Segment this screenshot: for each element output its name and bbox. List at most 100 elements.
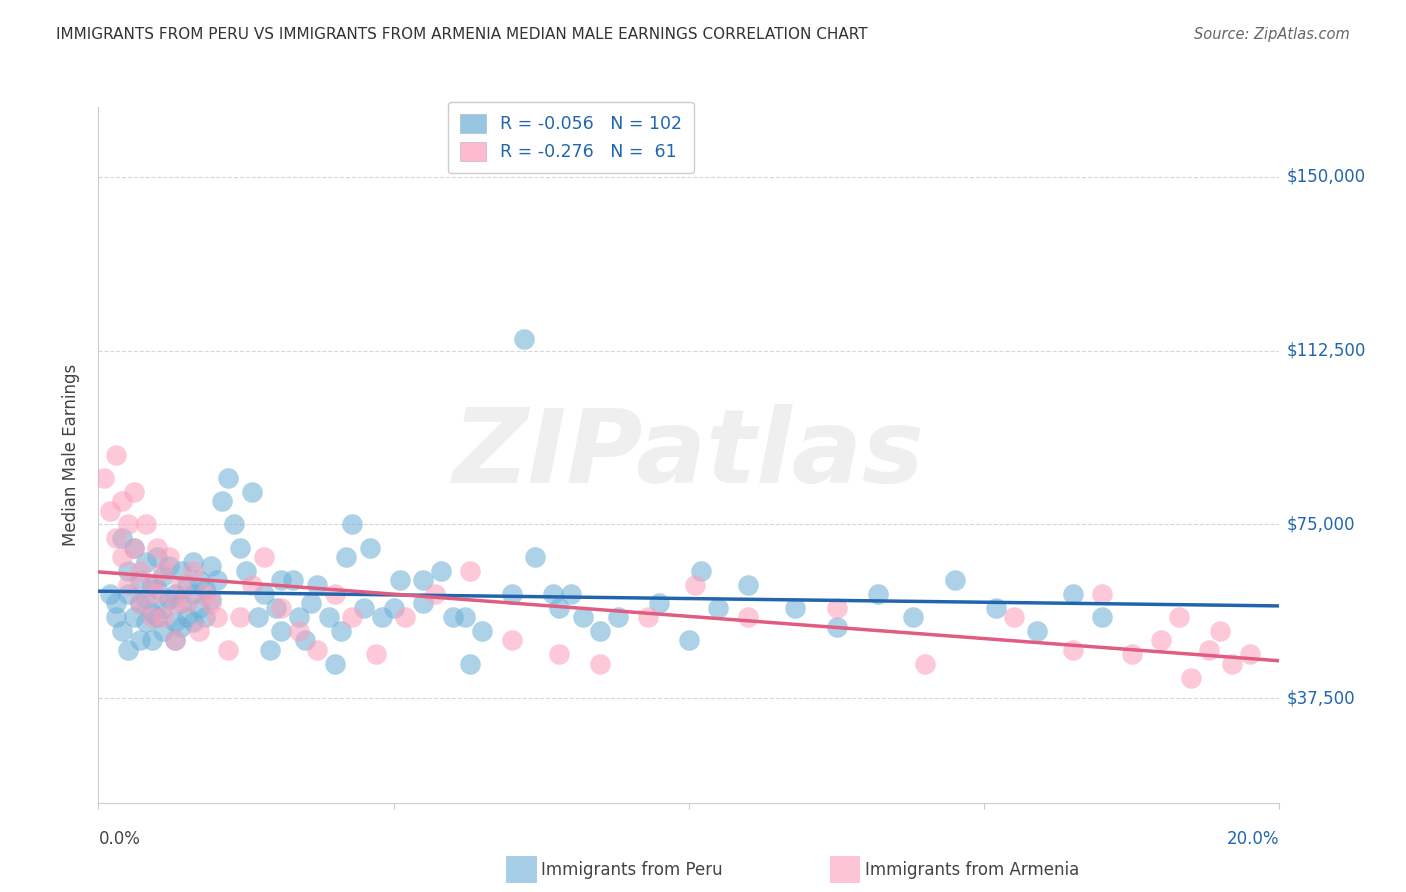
Point bbox=[176, 578, 198, 592]
Text: 0.0%: 0.0% bbox=[98, 830, 141, 847]
Point bbox=[187, 624, 209, 639]
Point bbox=[560, 587, 582, 601]
Point bbox=[323, 587, 346, 601]
Point bbox=[342, 610, 364, 624]
Point bbox=[460, 657, 482, 671]
Point bbox=[181, 555, 204, 569]
Point bbox=[152, 601, 174, 615]
Point bbox=[471, 624, 494, 639]
Point bbox=[128, 564, 150, 578]
Point bbox=[217, 642, 239, 657]
Text: IMMIGRANTS FROM PERU VS IMMIGRANTS FROM ARMENIA MEDIAN MALE EARNINGS CORRELATION: IMMIGRANTS FROM PERU VS IMMIGRANTS FROM … bbox=[56, 27, 868, 42]
Point bbox=[335, 549, 357, 564]
Point bbox=[146, 549, 169, 564]
Point bbox=[394, 610, 416, 624]
Point bbox=[117, 578, 139, 592]
Point bbox=[152, 564, 174, 578]
Text: $112,500: $112,500 bbox=[1286, 342, 1365, 359]
Point bbox=[501, 587, 523, 601]
Point bbox=[135, 517, 157, 532]
Point bbox=[412, 596, 434, 610]
Point bbox=[460, 564, 482, 578]
Point bbox=[305, 642, 328, 657]
Point bbox=[98, 587, 121, 601]
Point bbox=[270, 573, 292, 587]
Point bbox=[200, 596, 222, 610]
Text: $75,000: $75,000 bbox=[1286, 516, 1355, 533]
Point bbox=[205, 573, 228, 587]
Point bbox=[423, 587, 446, 601]
Point bbox=[1168, 610, 1191, 624]
Point bbox=[240, 578, 263, 592]
Point bbox=[678, 633, 700, 648]
Point bbox=[165, 633, 187, 648]
Point bbox=[111, 532, 134, 546]
Point bbox=[146, 541, 169, 555]
Point bbox=[283, 573, 305, 587]
Point bbox=[170, 578, 193, 592]
Point bbox=[181, 615, 204, 629]
Point bbox=[187, 601, 209, 615]
Point bbox=[294, 633, 316, 648]
Point bbox=[512, 332, 534, 346]
Text: $37,500: $37,500 bbox=[1286, 690, 1355, 707]
Point bbox=[205, 610, 228, 624]
Point bbox=[111, 624, 134, 639]
Point bbox=[825, 601, 848, 615]
Point bbox=[1220, 657, 1243, 671]
Point bbox=[235, 564, 257, 578]
Text: ZIPatlas: ZIPatlas bbox=[453, 404, 925, 506]
Point bbox=[866, 587, 889, 601]
Point bbox=[229, 541, 252, 555]
Point bbox=[943, 573, 966, 587]
Point bbox=[128, 596, 150, 610]
Point bbox=[122, 541, 145, 555]
Point bbox=[135, 555, 157, 569]
Point bbox=[589, 657, 612, 671]
Point bbox=[170, 564, 193, 578]
Point bbox=[165, 633, 187, 648]
Point bbox=[501, 633, 523, 648]
Point bbox=[105, 532, 128, 546]
Point bbox=[589, 624, 612, 639]
Point bbox=[364, 648, 387, 662]
Point bbox=[187, 573, 209, 587]
Point bbox=[737, 610, 759, 624]
Point bbox=[157, 559, 180, 574]
Point bbox=[117, 517, 139, 532]
Point bbox=[1062, 642, 1084, 657]
Point bbox=[548, 648, 571, 662]
Point bbox=[359, 541, 381, 555]
Point bbox=[371, 610, 394, 624]
Point bbox=[117, 587, 139, 601]
Point bbox=[165, 596, 187, 610]
Point bbox=[224, 517, 246, 532]
Point bbox=[181, 587, 204, 601]
Point bbox=[128, 573, 150, 587]
Point bbox=[412, 573, 434, 587]
Point bbox=[152, 610, 174, 624]
Point bbox=[98, 503, 121, 517]
Point bbox=[141, 578, 163, 592]
Point bbox=[105, 596, 128, 610]
Text: Immigrants from Peru: Immigrants from Peru bbox=[541, 861, 723, 879]
Point bbox=[122, 541, 145, 555]
Legend: R = -0.056   N = 102, R = -0.276   N =  61: R = -0.056 N = 102, R = -0.276 N = 61 bbox=[447, 102, 695, 173]
Point bbox=[1198, 642, 1220, 657]
Y-axis label: Median Male Earnings: Median Male Earnings bbox=[62, 364, 80, 546]
Point bbox=[141, 633, 163, 648]
Point bbox=[1239, 648, 1261, 662]
Point bbox=[270, 624, 292, 639]
Point bbox=[430, 564, 453, 578]
Point bbox=[288, 610, 311, 624]
Point bbox=[388, 573, 411, 587]
Point bbox=[323, 657, 346, 671]
Point bbox=[152, 624, 174, 639]
Point bbox=[105, 448, 128, 462]
Point bbox=[146, 587, 169, 601]
Point bbox=[299, 596, 322, 610]
Point bbox=[1121, 648, 1143, 662]
Point bbox=[914, 657, 936, 671]
Point bbox=[135, 615, 157, 629]
Point bbox=[122, 485, 145, 500]
